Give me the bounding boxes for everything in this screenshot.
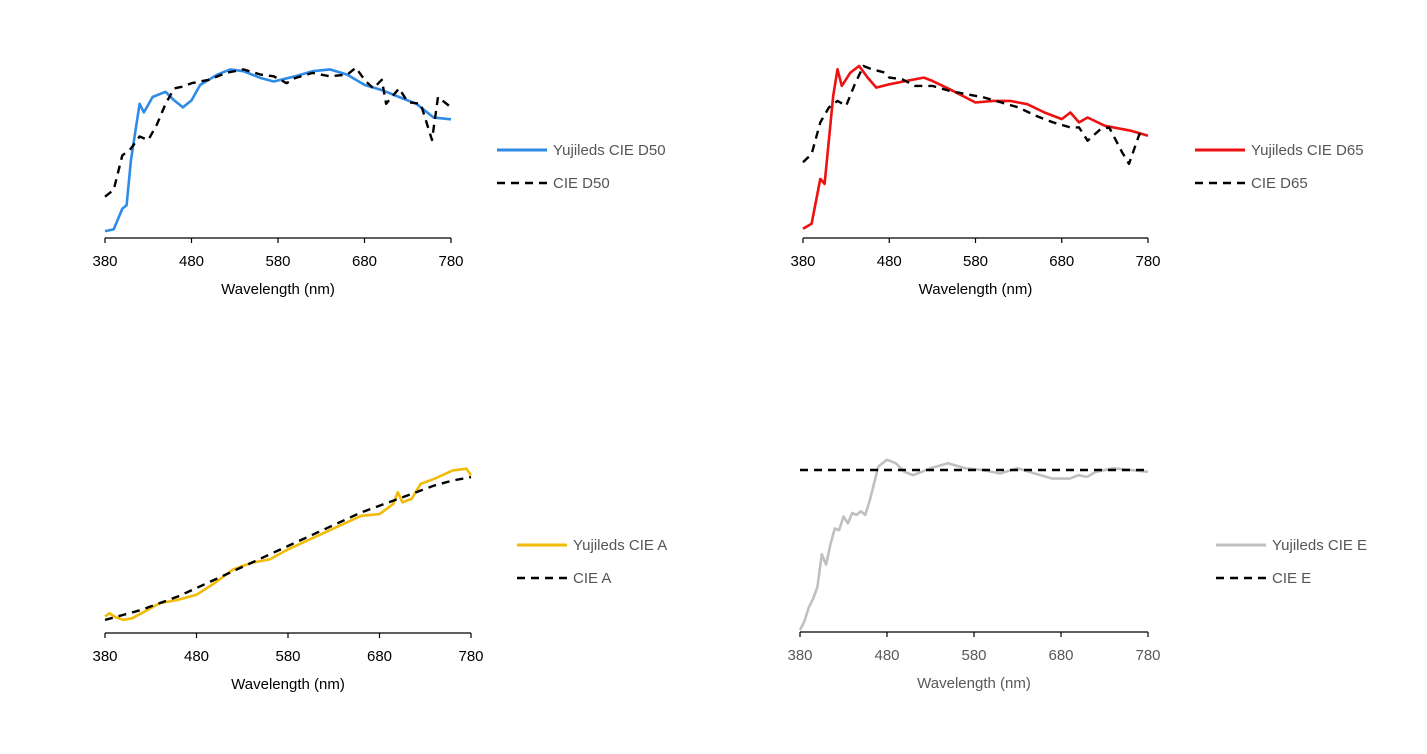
- legend-item: CIE A: [517, 570, 611, 587]
- x-tick-label: 780: [1135, 647, 1160, 664]
- x-axis-label: Wavelength (nm): [221, 281, 335, 298]
- chart-panel-4: 380 480 580 680 780 Wavelength (nm) Yujileds C…: [787, 458, 1367, 692]
- series-line-measured: [802, 64, 1149, 230]
- x-tick-label: 780: [458, 648, 483, 665]
- legend-label: Yujileds CIE E: [1272, 537, 1367, 554]
- x-tick-label: 680: [1049, 253, 1074, 270]
- legend-label: CIE D50: [553, 175, 610, 192]
- series-line-reference: [104, 475, 472, 622]
- x-tick-label: 680: [367, 648, 392, 665]
- series-line-measured: [798, 458, 1149, 631]
- x-tick-label: 680: [1048, 647, 1073, 664]
- x-tick-label: 480: [874, 647, 899, 664]
- legend-label: CIE A: [573, 570, 611, 587]
- legend-label: Yujileds CIE D50: [553, 142, 666, 159]
- x-tick-label: 480: [179, 253, 204, 270]
- x-tick-label: 680: [352, 253, 377, 270]
- chart-panel-1: 380 480 580 680 780 Wavelength (nm) Yujileds C…: [92, 66, 666, 298]
- legend-item: Yujileds CIE D65: [1195, 142, 1364, 159]
- x-tick-label: 380: [787, 647, 812, 664]
- x-tick-label: 580: [275, 648, 300, 665]
- legend-item: CIE D50: [497, 175, 610, 192]
- x-axis-label: Wavelength (nm): [917, 675, 1031, 692]
- chart-panel-3: 380 480 580 680 780 Wavelength (nm) Yujileds C…: [92, 467, 667, 693]
- x-tick-label: 780: [438, 253, 463, 270]
- x-tick-label: 580: [963, 253, 988, 270]
- x-axis-label: Wavelength (nm): [919, 281, 1033, 298]
- x-axis-label: Wavelength (nm): [231, 676, 345, 693]
- legend-item: CIE D65: [1195, 175, 1308, 192]
- chart-panel-2: 380 480 580 680 780 Wavelength (nm) Yujileds C…: [790, 64, 1364, 298]
- legend-item: Yujileds CIE A: [517, 537, 667, 554]
- legend-label: Yujileds CIE D65: [1251, 142, 1364, 159]
- legend-item: Yujileds CIE E: [1216, 537, 1367, 554]
- x-tick-label: 380: [92, 648, 117, 665]
- legend-item: CIE E: [1216, 570, 1311, 587]
- series-line-reference: [104, 66, 452, 198]
- x-tick-label: 380: [92, 253, 117, 270]
- series-line-reference: [802, 64, 1145, 166]
- x-tick-label: 780: [1135, 253, 1160, 270]
- legend-item: Yujileds CIE D50: [497, 142, 666, 159]
- legend-label: CIE E: [1272, 570, 1311, 587]
- legend-label: CIE D65: [1251, 175, 1308, 192]
- x-tick-label: 480: [184, 648, 209, 665]
- x-tick-label: 480: [877, 253, 902, 270]
- x-tick-label: 580: [961, 647, 986, 664]
- x-tick-label: 580: [265, 253, 290, 270]
- legend-label: Yujileds CIE A: [573, 537, 667, 554]
- x-tick-label: 380: [790, 253, 815, 270]
- series-line-measured: [104, 68, 452, 233]
